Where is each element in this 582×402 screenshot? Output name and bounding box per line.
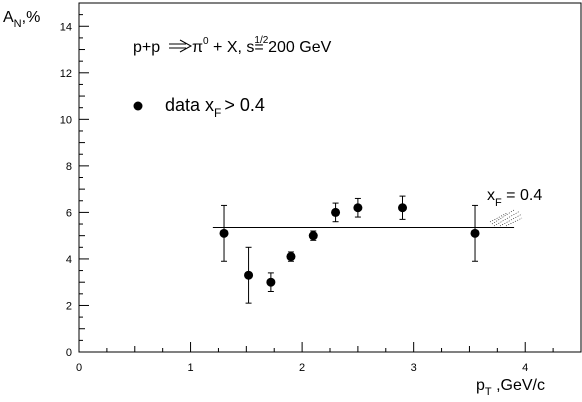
reaction-arrow [169,39,193,53]
legend-marker [133,101,143,111]
x-tick-label: 3 [411,362,417,374]
data-points [219,195,480,304]
reaction-products: π0 + X, s1/2= 200 GeV [192,35,332,56]
y-tick-label: 8 [66,161,72,173]
y-tick-label: 0 [66,347,72,359]
x-tick-label: 2 [299,362,305,374]
data-point [353,203,363,213]
y-tick-label: 4 [66,254,72,266]
x-axis-label: pT ,GeV/c [476,377,545,398]
fit-label: xF = 0.4 [487,187,542,209]
y-tick-label: 14 [60,21,72,33]
data-point [470,228,480,238]
y-axis-label: AN,% [3,9,40,30]
data-point [331,207,341,217]
y-tick-label: 2 [66,300,72,312]
data-point [266,277,276,287]
y-axis-label-sub: N [14,18,22,30]
reaction-annotation: p+p [133,39,160,56]
y-tick-label: 10 [60,114,72,126]
x-axis-label-sub: T [485,386,492,398]
data-point [219,228,229,238]
x-tick-label: 1 [187,362,193,374]
x-tick-label: 0 [76,362,82,374]
data-point [308,231,318,241]
fit-label-hatch [489,209,523,227]
legend-label: data xF > 0.4 [165,95,265,120]
data-point [398,203,408,213]
y-tick-label: 12 [60,68,72,80]
x-tick-label: 4 [522,362,528,374]
data-point [244,270,254,280]
y-tick-label: 6 [66,207,72,219]
data-point [286,252,296,262]
